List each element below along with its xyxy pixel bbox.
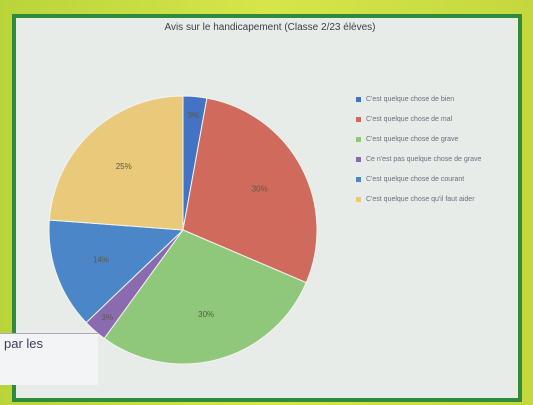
data-label-6: 25% (116, 162, 132, 171)
data-label-2: 30% (252, 185, 268, 194)
pie-slice-2 (182, 97, 318, 284)
chart-legend: C'est quelque chose de bien C'est quelque… (356, 94, 521, 214)
legend-label: C'est quelque chose de mal (366, 116, 453, 123)
overlay-note-text: par les (4, 336, 44, 351)
legend-label: C'est quelque chose de bien (366, 96, 455, 103)
legend-item-4: Ce n'est pas quelque chose de grave (356, 154, 521, 166)
legend-swatch (356, 157, 361, 162)
pie-slice-3 (103, 229, 307, 365)
data-label-4: 3% (101, 313, 113, 322)
legend-label: C'est quelque chose de grave (366, 136, 459, 143)
pie-slice-6 (48, 95, 184, 231)
legend-swatch (356, 117, 361, 122)
legend-item-1: C'est quelque chose de bien (356, 94, 521, 106)
legend-swatch (356, 197, 361, 202)
legend-item-5: C'est quelque chose de courant (356, 174, 521, 186)
data-label-1: 3% (188, 111, 200, 120)
pie-slice-5 (48, 219, 185, 324)
legend-item-2: C'est quelque chose de mal (356, 114, 521, 126)
data-label-3: 30% (198, 310, 214, 319)
overlay-note: par les (0, 333, 98, 385)
legend-swatch (356, 137, 361, 142)
legend-swatch (356, 97, 361, 102)
legend-label: C'est quelque chose de courant (366, 176, 465, 183)
legend-label: C'est quelque chose qu'il faut aider (366, 196, 475, 203)
legend-swatch (356, 177, 361, 182)
data-label-5: 14% (93, 255, 109, 264)
legend-item-6: C'est quelque chose qu'il faut aider (356, 194, 521, 206)
legend-label: Ce n'est pas quelque chose de grave (366, 156, 482, 163)
chart-title: Avis sur le handicapement (Classe 2/23 é… (164, 22, 376, 33)
legend-item-3: C'est quelque chose de grave (356, 134, 521, 146)
